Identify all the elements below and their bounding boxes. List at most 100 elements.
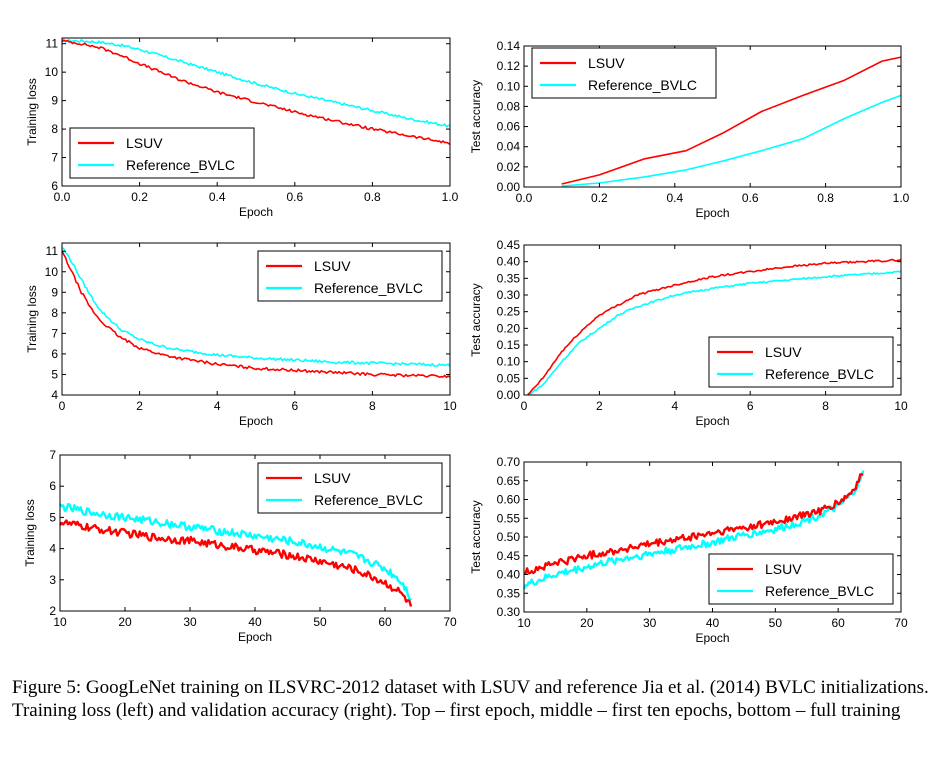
x-axis-label: Epoch xyxy=(238,630,272,644)
x-tick-label: 60 xyxy=(378,615,392,629)
series-line-reference-bvlc xyxy=(561,94,902,187)
legend-label: Reference_BVLC xyxy=(765,583,874,599)
legend: LSUV Reference_BVLC xyxy=(708,336,894,388)
x-tick-label: 0.2 xyxy=(131,190,148,204)
y-tick-label: 8 xyxy=(51,122,58,136)
figure-5: 0.0 0.2 0.4 0.6 0.8 1.0 6 7 8 9 10 11 Epoch Training … xyxy=(23,37,910,645)
x-tick-label: 30 xyxy=(643,616,657,630)
chart-bottom-right: 10 20 30 40 50 60 70 0.30 0.35 0.40 0.45 0.50 0.55 0.… xyxy=(469,455,908,645)
legend-label: Reference_BVLC xyxy=(126,157,235,173)
x-tick-label: 0.6 xyxy=(286,190,303,204)
y-tick-label: 0.00 xyxy=(497,388,521,402)
y-tick-label: 0.70 xyxy=(497,455,521,469)
x-tick-label: 8 xyxy=(822,399,829,413)
series-line-reference-bvlc xyxy=(61,246,451,367)
y-tick-label: 0.40 xyxy=(497,255,521,269)
y-tick-label: 6 xyxy=(49,479,56,493)
series-line-lsuv xyxy=(523,473,864,575)
x-tick-label: 30 xyxy=(183,615,197,629)
x-tick-label: 40 xyxy=(248,615,262,629)
series-line-reference-bvlc xyxy=(522,470,865,590)
legend-label: LSUV xyxy=(126,135,163,151)
series-line-lsuv xyxy=(61,250,451,379)
series-line-lsuv xyxy=(61,39,451,146)
x-axis-label: Epoch xyxy=(239,205,273,219)
y-tick-label: 9 xyxy=(51,285,58,299)
legend-label: Reference_BVLC xyxy=(765,366,874,382)
x-tick-label: 0.2 xyxy=(591,191,608,205)
y-axis-label: Training loss xyxy=(23,499,37,567)
x-tick-label: 2 xyxy=(596,399,603,413)
x-tick-label: 0.0 xyxy=(54,190,71,204)
y-tick-label: 0.45 xyxy=(497,549,521,563)
x-axis-label: Epoch xyxy=(695,631,729,645)
x-tick-label: 10 xyxy=(517,616,531,630)
y-tick-label: 0.55 xyxy=(497,511,521,525)
y-tick-label: 4 xyxy=(51,388,58,402)
x-tick-label: 6 xyxy=(747,399,754,413)
legend-label: Reference_BVLC xyxy=(314,280,423,296)
y-tick-label: 0.10 xyxy=(497,79,521,93)
series-line-reference-bvlc xyxy=(527,270,902,396)
y-tick-label: 9 xyxy=(51,94,58,108)
y-tick-label: 7 xyxy=(51,326,58,340)
y-tick-label: 0.06 xyxy=(497,120,521,134)
x-tick-label: 20 xyxy=(118,615,132,629)
series-line-reference-bvlc xyxy=(59,503,412,602)
y-tick-label: 0.08 xyxy=(497,99,521,113)
series-line-lsuv xyxy=(561,56,902,185)
plot-frame xyxy=(61,37,451,187)
legend: LSUV Reference_BVLC xyxy=(531,47,717,99)
y-tick-label: 0.60 xyxy=(497,493,521,507)
y-tick-label: 0.15 xyxy=(497,338,521,352)
plot-frame xyxy=(523,244,902,396)
y-tick-label: 0.04 xyxy=(497,140,521,154)
legend-box xyxy=(531,47,717,99)
x-tick-label: 10 xyxy=(894,399,908,413)
legend-box xyxy=(257,250,443,302)
y-tick-label: 10 xyxy=(45,265,59,279)
y-tick-label: 5 xyxy=(49,510,56,524)
y-tick-label: 0.14 xyxy=(497,39,521,53)
x-tick-label: 0.4 xyxy=(209,190,226,204)
chart-top-left: 0.0 0.2 0.4 0.6 0.8 1.0 6 7 8 9 10 11 Epoch Training … xyxy=(25,37,459,219)
x-tick-label: 4 xyxy=(671,399,678,413)
x-tick-label: 10 xyxy=(53,615,67,629)
legend-box xyxy=(708,553,894,605)
y-tick-label: 0.02 xyxy=(497,160,521,174)
x-tick-label: 8 xyxy=(369,399,376,413)
chart-middle-left: 0 2 4 6 8 10 4 5 6 7 8 9 10 11 Epoch Training loss LSUV R… xyxy=(25,242,457,428)
x-tick-label: 1.0 xyxy=(893,191,910,205)
legend: LSUV Reference_BVLC xyxy=(69,127,255,179)
legend: LSUV Reference_BVLC xyxy=(257,250,443,302)
y-axis-label: Training loss xyxy=(25,78,39,146)
chart-middle-right: 0 2 4 6 8 10 0.00 0.05 0.10 0.15 0.20 0.25 0.30 0.35 0… xyxy=(469,238,908,428)
y-axis-label: Test accuracy xyxy=(469,283,483,356)
figure-caption: Figure 5: GoogLeNet training on ILSVRC-2… xyxy=(12,677,929,721)
x-tick-label: 0.8 xyxy=(817,191,834,205)
chart-bottom-left: 10 20 30 40 50 60 70 2 3 4 5 6 7 Epoch Training loss LS… xyxy=(23,448,457,644)
x-tick-label: 6 xyxy=(291,399,298,413)
y-tick-label: 0.35 xyxy=(497,586,521,600)
x-tick-label: 0 xyxy=(59,399,66,413)
x-tick-label: 70 xyxy=(443,615,457,629)
y-tick-label: 10 xyxy=(45,65,59,79)
legend-label: Reference_BVLC xyxy=(314,492,423,508)
legend-label: LSUV xyxy=(765,561,802,577)
x-tick-label: 4 xyxy=(214,399,221,413)
y-tick-label: 0.05 xyxy=(497,371,521,385)
y-tick-label: 7 xyxy=(51,151,58,165)
legend-label: LSUV xyxy=(314,470,351,486)
legend-box xyxy=(708,336,894,388)
plot-frame xyxy=(61,242,451,396)
y-tick-label: 0.40 xyxy=(497,568,521,582)
y-tick-label: 0.65 xyxy=(497,474,521,488)
y-tick-label: 0.20 xyxy=(497,321,521,335)
y-tick-label: 0.45 xyxy=(497,238,521,252)
plot-frame xyxy=(523,45,902,188)
legend-label: LSUV xyxy=(588,55,625,71)
series-line-reference-bvlc xyxy=(61,38,450,128)
y-tick-label: 0.00 xyxy=(497,180,521,194)
x-tick-label: 50 xyxy=(769,616,783,630)
x-tick-label: 0.8 xyxy=(364,190,381,204)
